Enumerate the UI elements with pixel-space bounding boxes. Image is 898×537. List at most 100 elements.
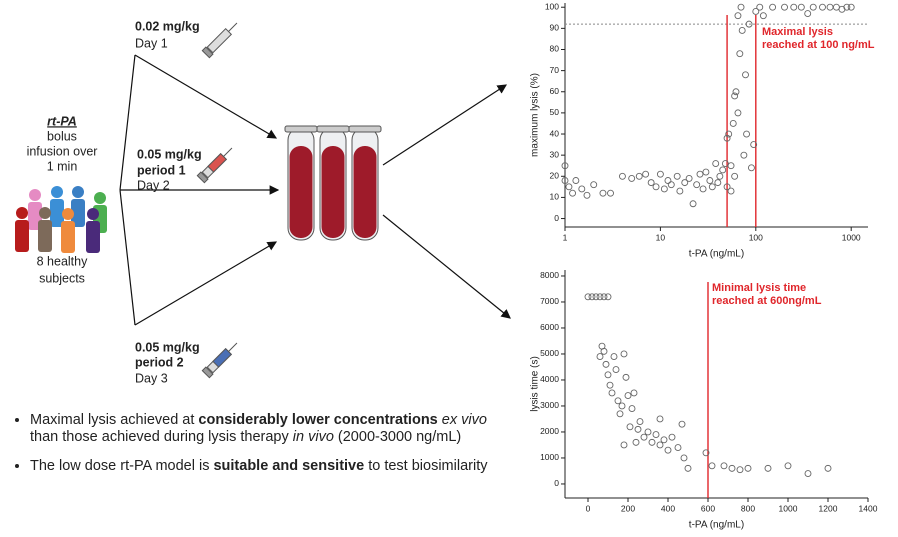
point [720, 462, 728, 470]
point [626, 423, 634, 431]
point [608, 389, 616, 397]
point [716, 172, 724, 180]
point [660, 436, 668, 444]
bullets: Maximal lysis achieved at considerably l… [14, 412, 504, 487]
point [636, 418, 644, 426]
point [674, 444, 682, 452]
point [592, 293, 600, 301]
point [750, 141, 758, 149]
point [702, 168, 710, 176]
point [797, 3, 805, 11]
point [664, 446, 672, 454]
people [15, 186, 107, 253]
y-tick-label: 5000 [540, 348, 559, 358]
point [652, 183, 660, 191]
y-tick-label: 0 [554, 478, 559, 488]
x-axis-label: t-PA (ng/mL) [689, 520, 744, 531]
text: Maximal lysis achieved at [30, 412, 199, 428]
x-axis-label: t-PA (ng/mL) [689, 249, 744, 260]
y-tick-label: 1000 [540, 452, 559, 462]
syringes [196, 22, 238, 379]
text: in vivo [292, 429, 334, 445]
point [689, 200, 697, 208]
day: Day 3 [135, 371, 168, 385]
point [706, 177, 714, 184]
point [584, 293, 592, 301]
point [727, 162, 735, 170]
point [618, 172, 626, 180]
y-tick-label: 40 [550, 128, 560, 138]
point [583, 191, 591, 199]
point [745, 20, 753, 28]
point [819, 3, 826, 11]
point [612, 366, 620, 374]
point [702, 449, 710, 457]
point [685, 174, 693, 182]
y-tick-label: 20 [550, 171, 560, 181]
point [664, 177, 672, 184]
period: period 2 [135, 355, 184, 369]
point [602, 360, 610, 368]
point [696, 170, 704, 178]
point [729, 120, 737, 127]
point [596, 293, 604, 301]
dose: 0.05 mg/kg [137, 147, 202, 161]
point [731, 92, 739, 100]
point [732, 88, 740, 96]
point [607, 189, 614, 197]
point [736, 50, 744, 58]
point [673, 172, 681, 180]
point [614, 397, 622, 405]
point [756, 3, 764, 11]
drug-text: infusion over [27, 144, 98, 158]
bullet: The low dose rt-PA model is suitable and… [30, 458, 504, 475]
point [648, 438, 656, 446]
point [734, 12, 742, 20]
x-tick-label: 1400 [859, 503, 878, 513]
point [699, 185, 707, 193]
text: ex vivo [441, 412, 487, 428]
period: period 1 [137, 163, 186, 177]
point [656, 170, 664, 178]
point [634, 425, 642, 433]
drug-name: rt-PA [47, 114, 77, 128]
dose: 0.02 mg/kg [135, 19, 200, 33]
y-tick-label: 90 [550, 23, 560, 33]
y-tick-label: 30 [550, 149, 560, 159]
point [747, 164, 755, 172]
point [731, 172, 739, 180]
arrows [119, 54, 511, 326]
point [616, 410, 624, 418]
bullet: Maximal lysis achieved at considerably l… [30, 412, 504, 446]
y-tick-label: 70 [550, 65, 560, 75]
point [693, 181, 701, 189]
y-tick-label: 8000 [540, 270, 559, 280]
x-tick-label: 600 [701, 503, 715, 513]
point [759, 12, 767, 20]
point [764, 464, 772, 472]
point [668, 433, 676, 441]
point [708, 183, 716, 191]
y-tick-label: 2000 [540, 426, 559, 436]
drug-text: bolus [47, 129, 77, 143]
point [652, 431, 660, 439]
x-tick-label: 1000 [842, 232, 861, 242]
point [569, 189, 577, 197]
x-tick-label: 1200 [819, 503, 838, 513]
point [624, 392, 632, 400]
y-axis-label: lysis time (s) [530, 356, 541, 412]
point [640, 433, 648, 441]
point [630, 389, 638, 397]
point [738, 27, 746, 34]
x-tick-label: 10 [656, 232, 666, 242]
annotation: Maximal lysis [762, 26, 833, 38]
point [618, 402, 626, 410]
point [769, 3, 777, 11]
point [635, 172, 643, 180]
y-tick-label: 60 [550, 86, 560, 96]
point [824, 464, 832, 472]
point [804, 470, 812, 478]
point [725, 130, 733, 138]
y-tick-label: 3000 [540, 400, 559, 410]
point [740, 151, 748, 159]
